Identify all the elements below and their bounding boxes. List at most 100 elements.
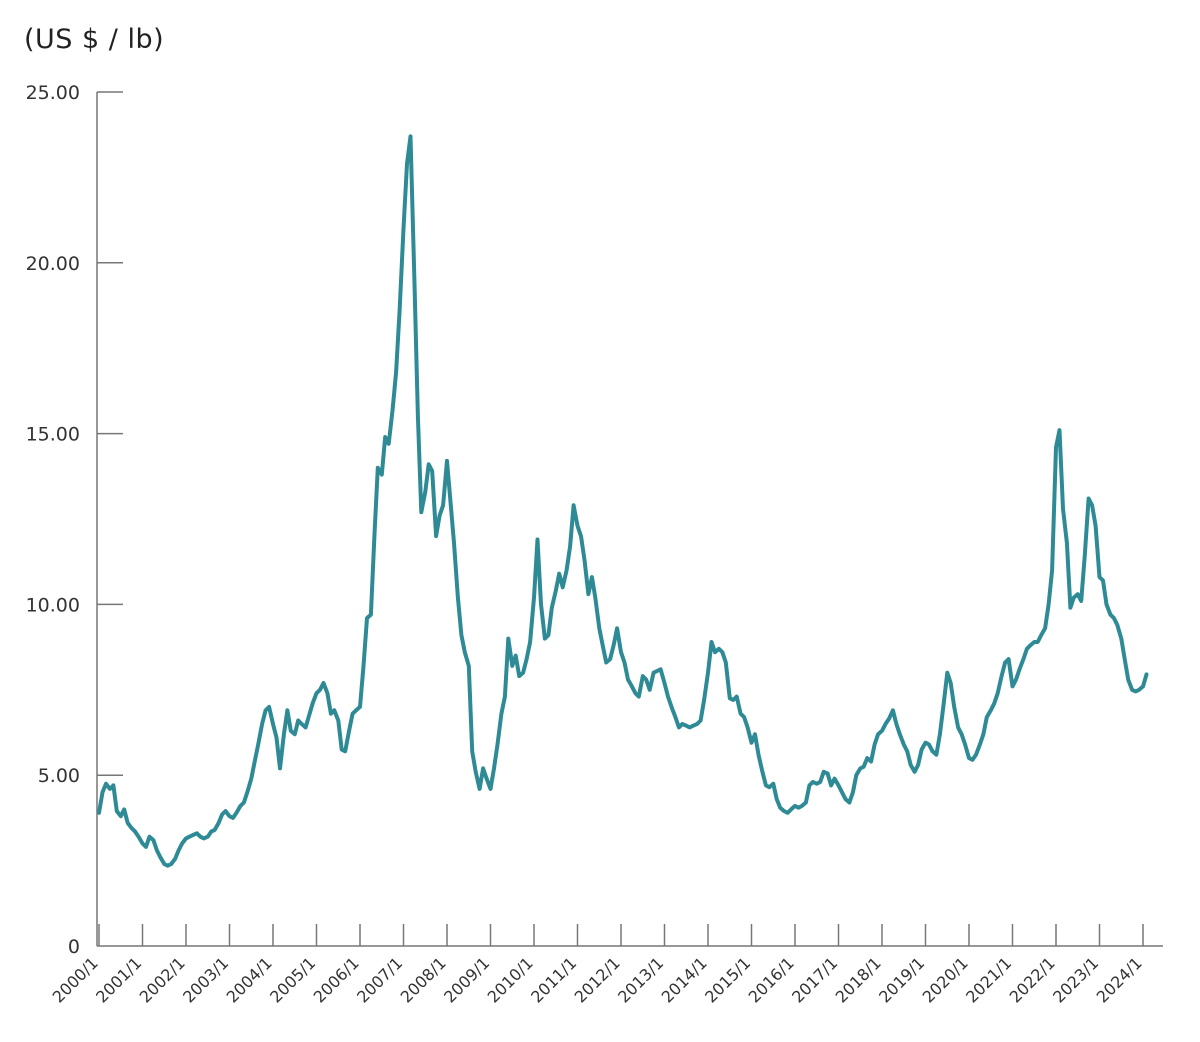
data-point [475, 771, 477, 773]
data-point [225, 810, 227, 812]
data-point [214, 829, 216, 831]
data-point [442, 504, 444, 506]
data-point [109, 788, 111, 790]
data-point [460, 634, 462, 636]
data-point [120, 815, 122, 817]
x-tick-label: 2017/1 [788, 953, 841, 1006]
x-tick-label: 2005/1 [266, 953, 319, 1006]
data-point [250, 778, 252, 780]
data-point [816, 783, 818, 785]
data-point [1066, 542, 1068, 544]
data-point [290, 730, 292, 732]
data-point [1135, 690, 1137, 693]
data-point [783, 810, 785, 812]
data-point [449, 501, 452, 503]
data-point [1138, 689, 1140, 691]
data-point [620, 651, 622, 653]
data-point [1073, 597, 1075, 599]
data-point [265, 709, 267, 711]
data-point [341, 749, 343, 751]
data-point [881, 730, 883, 732]
data-point [757, 754, 760, 756]
data-point [594, 597, 596, 599]
data-point [1048, 603, 1050, 606]
data-point [580, 535, 582, 537]
data-point [819, 781, 821, 783]
y-tick-label: 0 [68, 936, 80, 958]
data-point [435, 535, 437, 537]
data-point [642, 675, 644, 677]
data-point [148, 836, 151, 838]
data-point [330, 713, 332, 715]
x-axis-ticks: 2000/12001/12002/12003/12004/12005/12006… [49, 924, 1146, 1007]
data-point [1040, 634, 1042, 636]
data-point [562, 586, 564, 588]
data-point [355, 709, 357, 711]
data-point [805, 801, 807, 804]
data-point [138, 836, 140, 838]
data-point [257, 743, 259, 746]
data-point [566, 569, 568, 571]
data-point [218, 822, 220, 824]
data-point [268, 706, 270, 708]
data-point [910, 764, 912, 766]
data-point [210, 831, 212, 833]
data-point [827, 772, 829, 775]
data-point [1062, 508, 1064, 510]
data-point [529, 641, 531, 643]
y-tick-label: 15.00 [26, 424, 80, 446]
data-point [924, 742, 927, 744]
data-point [468, 665, 470, 667]
data-point [406, 163, 408, 165]
data-point [921, 749, 923, 751]
data-point [990, 709, 992, 711]
data-point [134, 831, 136, 833]
data-point [732, 699, 734, 701]
data-point [931, 750, 934, 752]
data-point [555, 590, 557, 592]
data-point [602, 644, 604, 647]
data-point [428, 463, 430, 465]
x-tick-label: 2009/1 [440, 953, 493, 1006]
data-point [163, 863, 165, 865]
data-point [623, 661, 626, 664]
data-point [718, 648, 720, 650]
data-point [178, 849, 180, 852]
data-point [1022, 658, 1024, 660]
data-point [660, 668, 662, 670]
data-point [964, 743, 966, 746]
data-point [707, 672, 709, 674]
x-tick-label: 2023/1 [1049, 953, 1102, 1006]
data-point [489, 788, 492, 790]
x-tick-label: 2011/1 [527, 953, 580, 1006]
data-point [457, 597, 459, 599]
data-point [685, 725, 687, 727]
data-point [479, 788, 481, 790]
data-point [1120, 638, 1122, 640]
data-point [366, 617, 368, 619]
data-point [1026, 648, 1028, 650]
data-point [333, 709, 335, 711]
data-point [536, 538, 539, 541]
data-point [272, 723, 274, 725]
data-point [583, 559, 586, 561]
data-point [971, 759, 974, 761]
data-point [1142, 685, 1144, 688]
data-point [649, 689, 651, 691]
data-point [670, 706, 673, 708]
data-point [464, 651, 466, 653]
data-point [131, 827, 133, 829]
data-point [1102, 579, 1104, 582]
data-point [877, 733, 879, 735]
data-point [979, 743, 981, 746]
data-point [1127, 679, 1129, 681]
data-point [645, 679, 647, 681]
data-point [482, 767, 484, 770]
data-point [526, 658, 528, 660]
data-point [1037, 641, 1039, 643]
data-point [906, 750, 908, 752]
data-point [254, 760, 256, 763]
x-tick-label: 2002/1 [136, 953, 189, 1006]
data-point [116, 810, 118, 812]
